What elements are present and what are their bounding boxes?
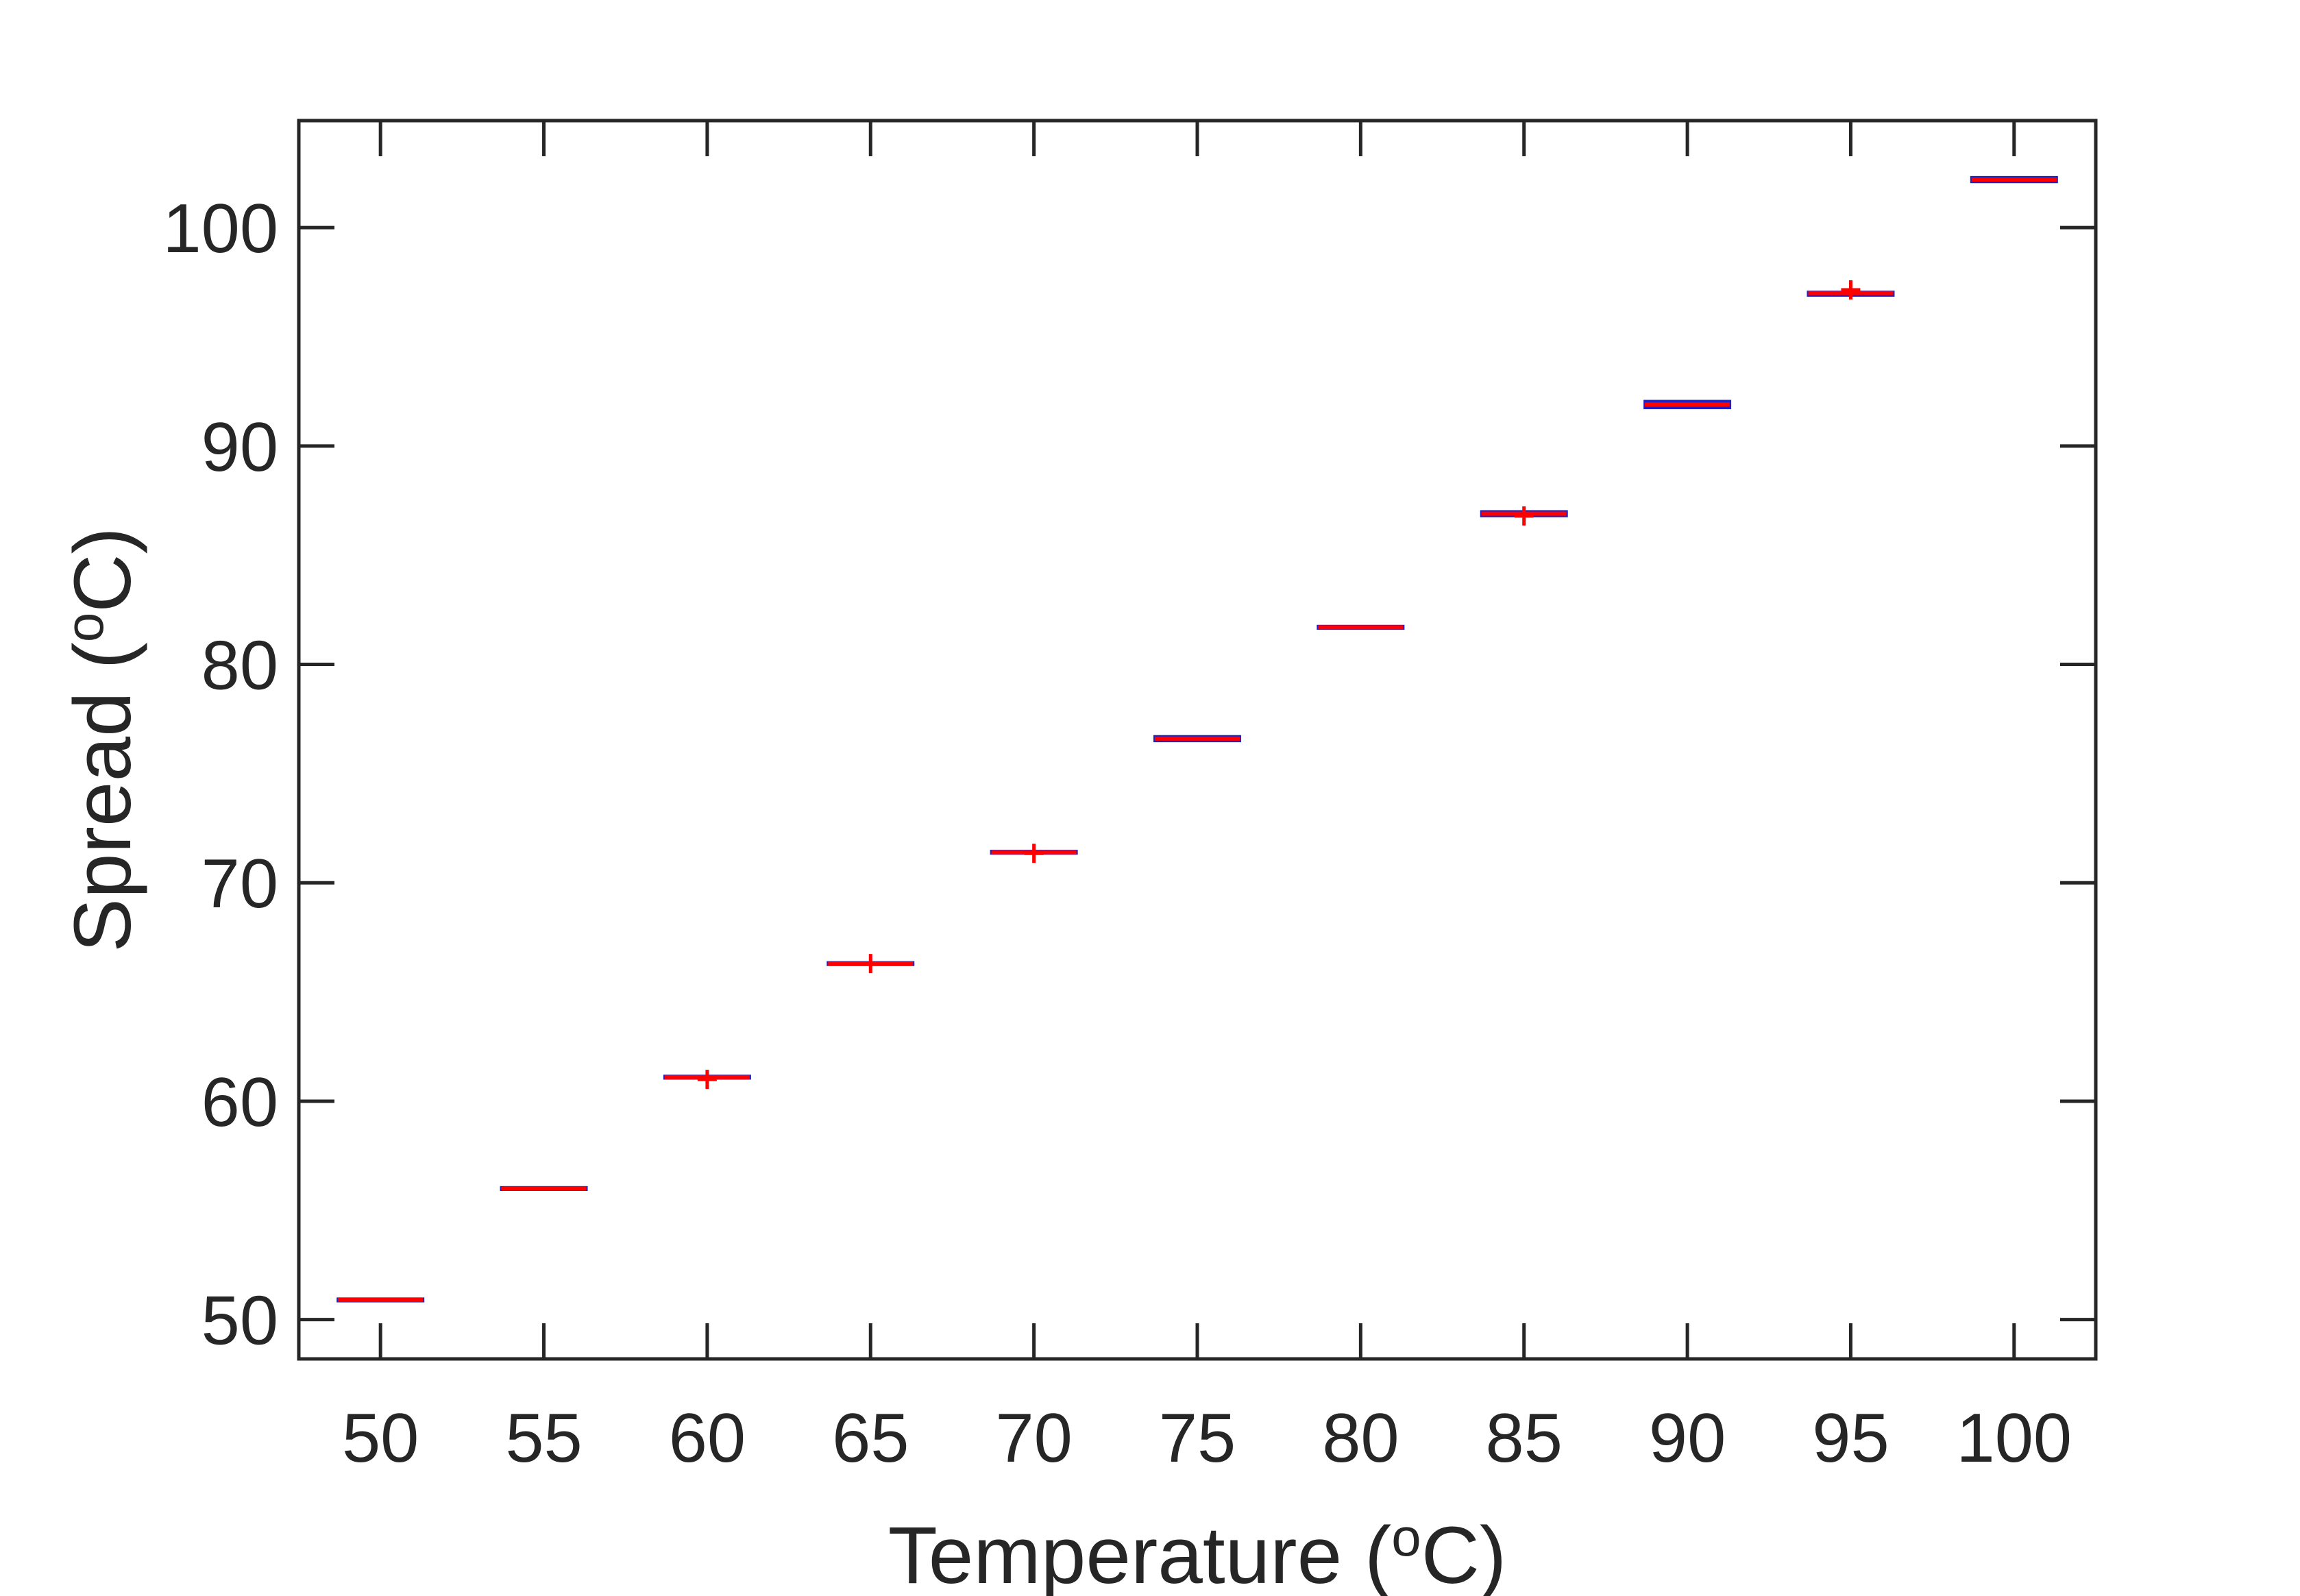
y-axis-title-degree: o — [54, 613, 114, 642]
outlier-marker-85 — [1514, 506, 1534, 526]
x-tick-label: 70 — [995, 1400, 1072, 1477]
x-tick-label: 95 — [1812, 1400, 1889, 1477]
x-axis-ticks: 50 55 60 65 70 75 80 85 90 95 100 — [342, 121, 2072, 1477]
x-axis-title-prefix: Temperature ( — [888, 1510, 1392, 1596]
x-tick-label: 85 — [1486, 1400, 1563, 1477]
outlier-marker-95 — [1841, 280, 1861, 299]
y-tick-label: 100 — [162, 191, 278, 267]
y-tick-label: 90 — [201, 409, 278, 486]
y-axis-title: Spread (oC) — [54, 527, 148, 953]
plot-marks — [337, 175, 2058, 1303]
outlier-marker-70 — [1024, 844, 1044, 863]
x-tick-label: 55 — [505, 1400, 582, 1477]
y-axis-title-prefix: Spread ( — [58, 642, 148, 953]
y-axis-ticks: 50 60 70 80 90 100 — [162, 191, 2096, 1360]
x-axis-title: Temperature (oC) — [888, 1507, 1506, 1596]
y-tick-label: 60 — [201, 1064, 278, 1141]
x-tick-label: 50 — [342, 1400, 419, 1477]
y-tick-label: 70 — [201, 846, 278, 922]
y-tick-label: 80 — [201, 628, 278, 704]
x-tick-label: 75 — [1159, 1400, 1236, 1477]
x-axis-title-suffix: C) — [1421, 1510, 1507, 1596]
x-tick-label: 65 — [832, 1400, 909, 1477]
x-tick-label: 100 — [1957, 1400, 2072, 1477]
x-tick-label: 90 — [1649, 1400, 1726, 1477]
outlier-marker-65 — [861, 954, 881, 974]
x-tick-label: 60 — [669, 1400, 746, 1477]
y-tick-label: 50 — [201, 1283, 278, 1360]
x-axis-title-degree: o — [1391, 1507, 1421, 1567]
y-axis-title-suffix: C) — [58, 527, 148, 613]
x-tick-label: 80 — [1322, 1400, 1399, 1477]
outlier-marker-60 — [697, 1070, 717, 1090]
